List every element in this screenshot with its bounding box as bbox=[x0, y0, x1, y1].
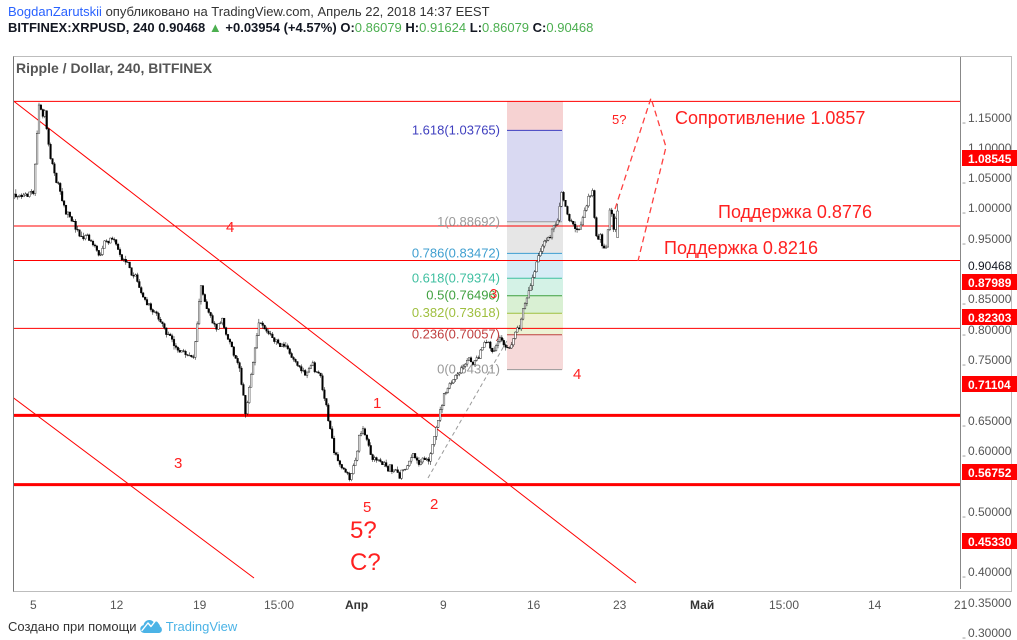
svg-text:1(0.88692): 1(0.88692) bbox=[437, 214, 500, 229]
svg-text:2: 2 bbox=[52, 41, 59, 56]
svg-text:0.5(0.76496): 0.5(0.76496) bbox=[426, 288, 500, 303]
svg-text:1.618(1.03765): 1.618(1.03765) bbox=[412, 123, 500, 138]
svg-text:Сопротивление 1.0857: Сопротивление 1.0857 bbox=[675, 108, 865, 128]
svg-text:4: 4 bbox=[573, 366, 581, 383]
svg-text:3: 3 bbox=[174, 455, 182, 472]
svg-text:3: 3 bbox=[490, 286, 497, 301]
svg-text:C?: C? bbox=[350, 549, 381, 576]
svg-text:4: 4 bbox=[226, 219, 234, 236]
svg-text:0.618(0.79374): 0.618(0.79374) bbox=[412, 270, 500, 285]
svg-text:2: 2 bbox=[430, 496, 438, 513]
svg-text:1: 1 bbox=[373, 395, 381, 412]
svg-text:0.786(0.83472): 0.786(0.83472) bbox=[412, 245, 500, 260]
svg-text:0.236(0.70057): 0.236(0.70057) bbox=[412, 327, 500, 342]
svg-text:0(0.64301): 0(0.64301) bbox=[437, 362, 500, 377]
svg-text:Поддержка 0.8776: Поддержка 0.8776 bbox=[718, 202, 872, 222]
svg-text:0.382(0.73618): 0.382(0.73618) bbox=[412, 305, 500, 320]
svg-text:5?: 5? bbox=[350, 517, 377, 544]
svg-text:Поддержка 0.8216: Поддержка 0.8216 bbox=[664, 238, 818, 258]
svg-text:5: 5 bbox=[363, 499, 371, 516]
svg-text:5?: 5? bbox=[612, 112, 626, 127]
